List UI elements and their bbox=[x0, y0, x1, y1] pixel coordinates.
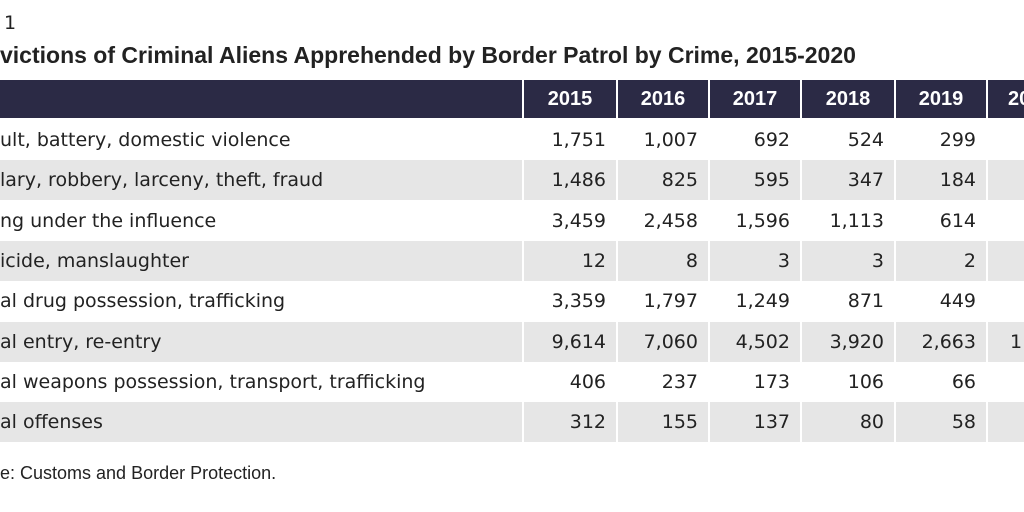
table-cell: 1,751 bbox=[524, 120, 616, 160]
table-label: 1 bbox=[4, 12, 17, 34]
column-header: 2015 bbox=[524, 80, 616, 118]
row-label: al offenses bbox=[0, 402, 522, 443]
column-header: 20 bbox=[988, 80, 1024, 118]
table-cell: 3 bbox=[802, 240, 894, 281]
table-title: victions of Criminal Aliens Apprehended … bbox=[0, 42, 856, 68]
table-cell: 871 bbox=[802, 281, 894, 322]
row-label: al drug possession, trafficking bbox=[0, 281, 522, 322]
table-cell: 66 bbox=[896, 361, 986, 402]
table-cell: 3,359 bbox=[524, 281, 616, 322]
table-cell: 614 bbox=[896, 200, 986, 241]
table-cell: 2,663 bbox=[896, 321, 986, 362]
table-cell: 12 bbox=[524, 240, 616, 281]
table-cell: 299 bbox=[896, 120, 986, 160]
row-label: icide, manslaughter bbox=[0, 240, 522, 281]
column-header: 2017 bbox=[710, 80, 800, 118]
table-cell bbox=[988, 120, 1024, 160]
table-cell: 449 bbox=[896, 281, 986, 322]
table-cell bbox=[988, 160, 1024, 201]
table-cell: 4,502 bbox=[710, 321, 800, 362]
table-cell: 9,614 bbox=[524, 321, 616, 362]
row-label: ng under the influence bbox=[0, 200, 522, 241]
table-cell: 825 bbox=[618, 160, 708, 201]
column-header: 2016 bbox=[618, 80, 708, 118]
table-cell: 80 bbox=[802, 402, 894, 443]
table-cell bbox=[988, 361, 1024, 402]
table-cell: 106 bbox=[802, 361, 894, 402]
row-label: ult, battery, domestic violence bbox=[0, 120, 522, 160]
table-cell: 1,596 bbox=[710, 200, 800, 241]
table-cell: 1 bbox=[988, 321, 1024, 362]
table-cell: 1,797 bbox=[618, 281, 708, 322]
column-header: 2019 bbox=[896, 80, 986, 118]
row-label: al weapons possession, transport, traffi… bbox=[0, 361, 522, 402]
table-cell: 1,007 bbox=[618, 120, 708, 160]
table-cell: 595 bbox=[710, 160, 800, 201]
table-cell: 58 bbox=[896, 402, 986, 443]
table-cell: 173 bbox=[710, 361, 800, 402]
table-cell: 1,486 bbox=[524, 160, 616, 201]
header-blank bbox=[0, 80, 522, 118]
table-cell: 347 bbox=[802, 160, 894, 201]
table-cell bbox=[988, 281, 1024, 322]
table-cell: 155 bbox=[618, 402, 708, 443]
table-cell: 137 bbox=[710, 402, 800, 443]
table-cell bbox=[988, 402, 1024, 443]
table-cell: 692 bbox=[710, 120, 800, 160]
table-cell: 3 bbox=[710, 240, 800, 281]
table-cell: 3,459 bbox=[524, 200, 616, 241]
table-cell: 2,458 bbox=[618, 200, 708, 241]
table-cell: 237 bbox=[618, 361, 708, 402]
table-cell: 184 bbox=[896, 160, 986, 201]
row-label: lary, robbery, larceny, theft, fraud bbox=[0, 160, 522, 201]
table-cell bbox=[988, 240, 1024, 281]
table-cell: 524 bbox=[802, 120, 894, 160]
table-cell: 312 bbox=[524, 402, 616, 443]
table-cell: 7,060 bbox=[618, 321, 708, 362]
table-cell: 3,920 bbox=[802, 321, 894, 362]
table-cell: 2 bbox=[896, 240, 986, 281]
table-cell: 1,249 bbox=[710, 281, 800, 322]
table-cell bbox=[988, 200, 1024, 241]
source-note: e: Customs and Border Protection. bbox=[0, 463, 277, 483]
column-header: 2018 bbox=[802, 80, 894, 118]
table-cell: 8 bbox=[618, 240, 708, 281]
table-cell: 1,113 bbox=[802, 200, 894, 241]
row-label: al entry, re-entry bbox=[0, 321, 522, 362]
table-cell: 406 bbox=[524, 361, 616, 402]
